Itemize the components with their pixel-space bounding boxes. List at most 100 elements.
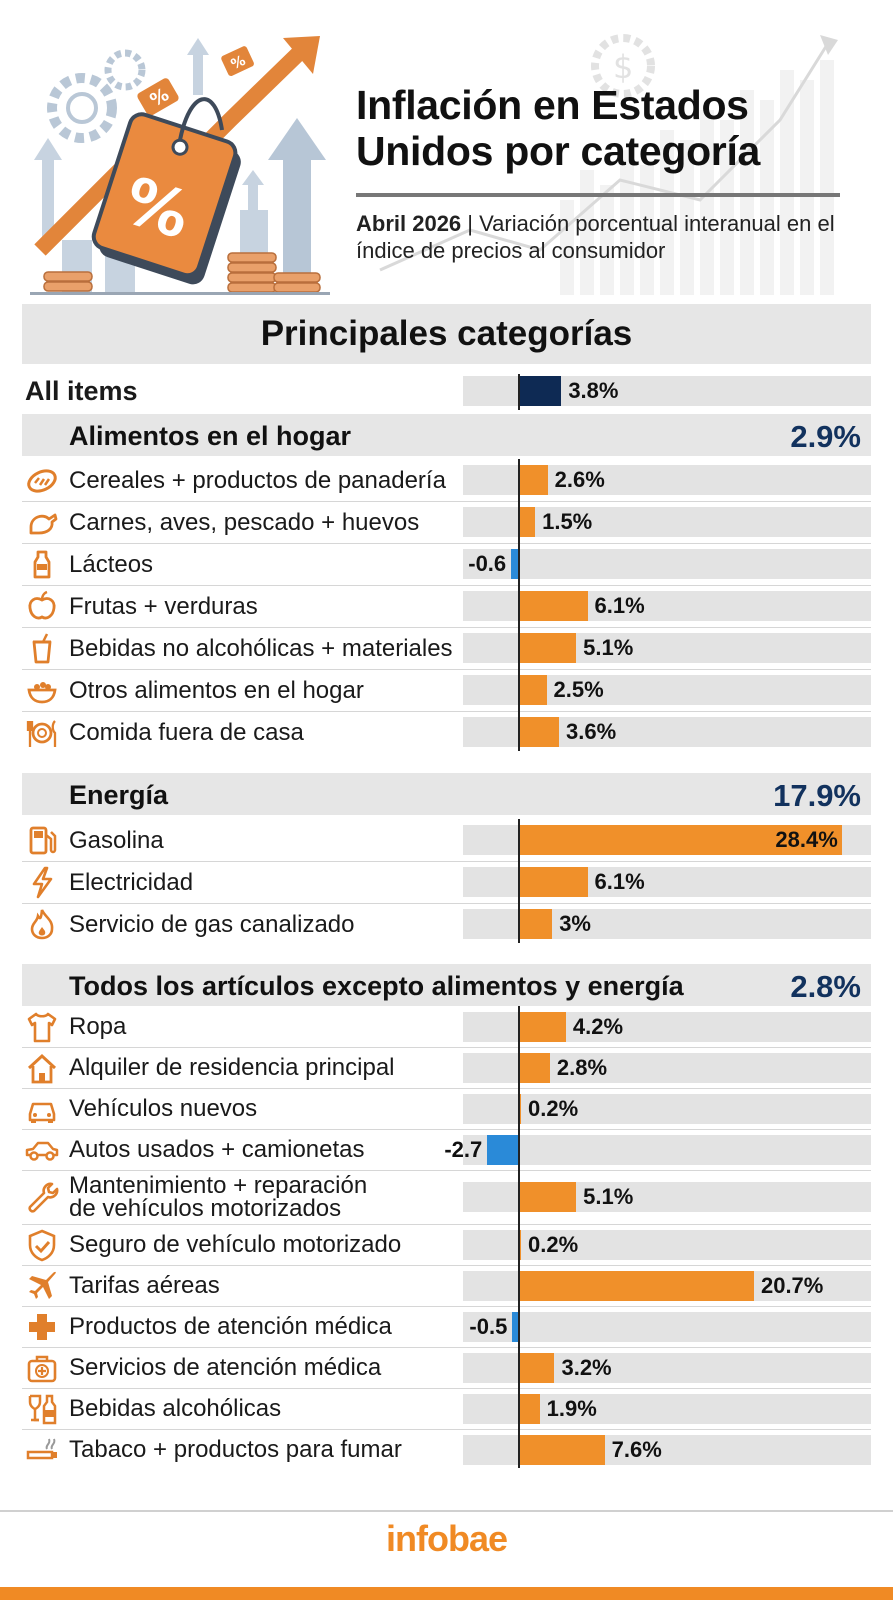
bar-track: 0.2%: [463, 1093, 871, 1124]
bar: [518, 507, 536, 537]
bar-track: 3.8%: [463, 376, 871, 406]
bar-track: -2.7: [444, 1134, 871, 1165]
group-header: Todos los artículos excepto alimentos y …: [22, 964, 871, 1006]
category-label: Servicio de gas canalizado: [69, 910, 355, 938]
bar-track: 2.5%: [463, 675, 871, 705]
zero-axis-line: [518, 819, 520, 943]
bar-track: -0.5: [463, 1311, 871, 1342]
bar-track: 1.9%: [463, 1393, 871, 1424]
lightning-icon: [22, 862, 62, 902]
value-label: -2.7: [444, 1136, 483, 1162]
group-header: Energía 17.9%: [22, 773, 871, 815]
bowl-icon: [22, 670, 62, 710]
milk-bottle-icon: [22, 544, 62, 584]
house-icon: [22, 1048, 62, 1088]
bar: [518, 675, 547, 705]
airplane-icon: [22, 1266, 62, 1306]
value-label: -0.6: [468, 551, 507, 576]
bar-track: 3.6%: [463, 717, 871, 747]
row-divider: [22, 669, 871, 670]
group-title: Todos los artículos excepto alimentos y …: [69, 971, 684, 1001]
row-divider: [22, 1429, 871, 1430]
zero-axis-line: [518, 374, 520, 410]
bar-track: 5.1%: [463, 633, 871, 663]
bar: [518, 867, 588, 897]
category-label: Lácteos: [69, 550, 154, 578]
row-divider: [22, 1088, 871, 1089]
bar-track: 6.1%: [463, 867, 871, 897]
category-label: Cereales + productos de panadería: [69, 466, 446, 494]
category-row: Servicios de atención médica 3.2%: [22, 1347, 871, 1388]
bar: [511, 549, 518, 579]
value-label: 2.5%: [553, 677, 604, 702]
bar: [518, 465, 548, 495]
value-label: 3%: [559, 911, 591, 936]
category-row: Productos de atención médica -0.5: [22, 1306, 871, 1347]
row-divider: [22, 585, 871, 586]
bar-track: 2.8%: [463, 1052, 871, 1083]
row-divider: [22, 1388, 871, 1389]
value-label: 2.8%: [556, 1054, 608, 1080]
medical-cross-icon: [22, 1307, 62, 1347]
infobae-logo: infobae: [385, 1518, 508, 1559]
category-row: Tabaco + productos para fumar 7.6%: [22, 1429, 871, 1470]
bar-track: 7.6%: [463, 1434, 871, 1465]
category-label: Productos de atención médica: [69, 1313, 392, 1340]
bar: [518, 1270, 754, 1301]
value-label: 4.2%: [572, 1013, 624, 1039]
bar-track: 0.2%: [463, 1229, 871, 1260]
category-label: Tabaco + productos para fumar: [69, 1436, 402, 1463]
group-total: 2.8%: [790, 969, 861, 1004]
value-label: 20.7%: [760, 1272, 824, 1298]
bar: [518, 591, 588, 621]
bread-icon: [22, 460, 62, 500]
hero-illustration: $ % % %: [0, 0, 893, 300]
category-row: Alquiler de residencia principal 2.8%: [22, 1047, 871, 1088]
footer-divider: [0, 1510, 893, 1512]
car-side-icon: [22, 1130, 62, 1170]
category-row: Comida fuera de casa 3.6%: [22, 711, 871, 753]
bar-track: -0.6: [463, 549, 871, 579]
bar: [512, 1311, 518, 1342]
group-header: Alimentos en el hogar 2.9%: [22, 414, 871, 456]
row-divider: [22, 543, 871, 544]
category-row: Carnes, aves, pescado + huevos 1.5%: [22, 501, 871, 543]
value-label: 2.6%: [554, 467, 605, 492]
row-divider: [22, 1347, 871, 1348]
apple-icon: [22, 586, 62, 626]
category-label: All items: [25, 375, 138, 406]
category-row: Mantenimiento + reparación de vehículos m…: [22, 1170, 871, 1224]
group-title: Energía: [69, 780, 169, 810]
shield-check-icon: [22, 1225, 62, 1265]
section-title: Principales categorías: [22, 304, 871, 364]
row-divider: [22, 711, 871, 712]
value-label: 0.2%: [528, 1095, 579, 1121]
category-label: Servicios de atención médica: [69, 1354, 382, 1381]
title-divider: [356, 193, 840, 197]
car-front-icon: [22, 1089, 62, 1129]
row-divider: [22, 1265, 871, 1266]
category-label: Mantenimiento + reparación de vehículos m…: [69, 1172, 368, 1222]
bar: [518, 1011, 566, 1042]
value-label: 5.1%: [583, 635, 634, 660]
row-divider: [22, 1047, 871, 1048]
category-row: Ropa 4.2%: [22, 1006, 871, 1047]
category-label: Bebidas alcohólicas: [69, 1395, 282, 1422]
medical-kit-icon: [22, 1348, 62, 1388]
category-label: Seguro de vehículo motorizado: [69, 1231, 402, 1258]
row-divider: [22, 1224, 871, 1225]
category-label: Electricidad: [69, 868, 194, 896]
group-total: 17.9%: [773, 778, 861, 813]
wine-icon: [22, 1389, 62, 1429]
group-title: Alimentos en el hogar: [69, 421, 352, 451]
category-row: Cereales + productos de panadería 2.6%: [22, 459, 871, 501]
bar-track: 3%: [463, 909, 871, 939]
row-divider: [22, 501, 871, 502]
category-row: Bebidas alcohólicas 1.9%: [22, 1388, 871, 1429]
drink-cup-icon: [22, 628, 62, 668]
flame-icon: [22, 904, 62, 944]
value-label: -0.5: [469, 1313, 508, 1339]
bar-track: 3.2%: [463, 1352, 871, 1383]
value-label: 7.6%: [611, 1436, 662, 1462]
bar-track: 20.7%: [463, 1270, 871, 1301]
